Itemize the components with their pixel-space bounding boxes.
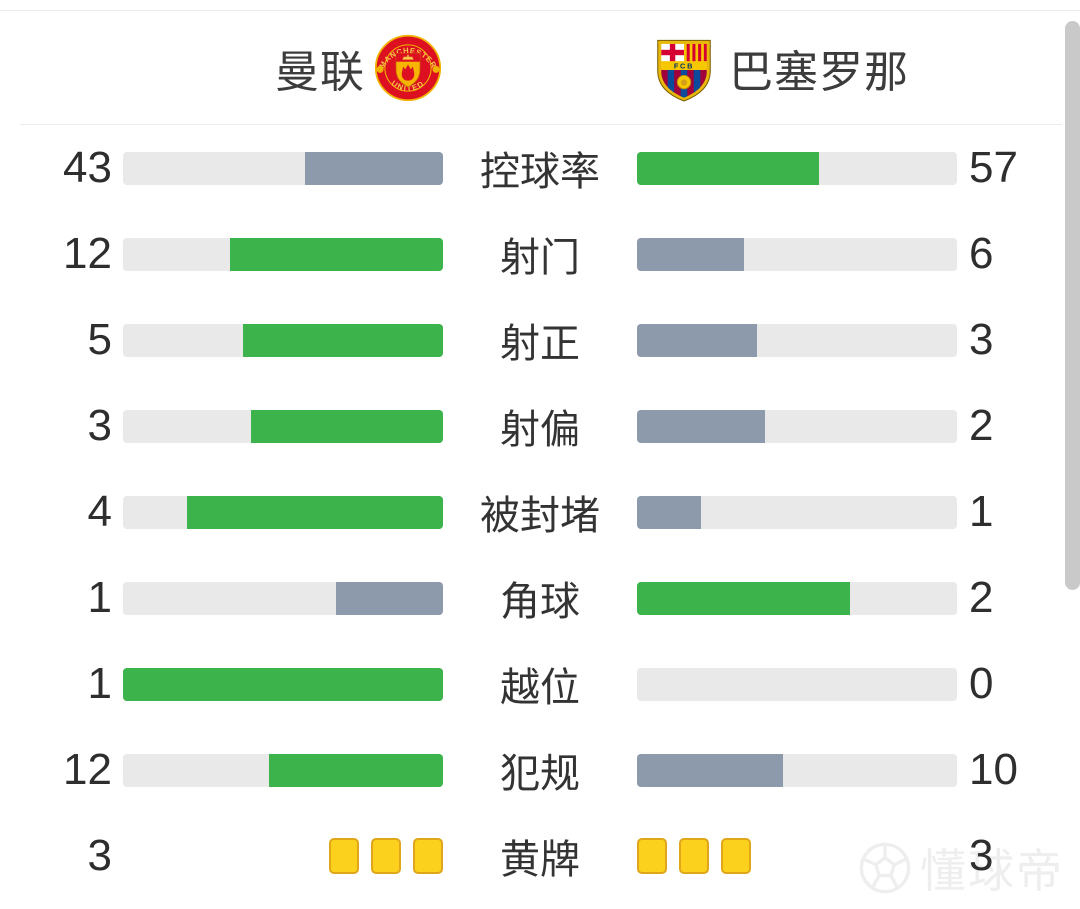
stat-row-possession: 43 控球率 57: [0, 125, 1080, 211]
stat-label: 越位: [500, 666, 580, 710]
home-value: 43: [63, 143, 112, 192]
away-value: 3: [969, 315, 994, 364]
home-bar: [123, 409, 443, 443]
stat-label: 被封堵: [480, 494, 600, 538]
manchester-united-crest-icon: MANCHESTER UNITED: [374, 34, 442, 101]
away-bar: [637, 495, 957, 529]
stat-label: 射偏: [500, 408, 580, 452]
home-value: 12: [63, 745, 112, 794]
away-value: 10: [969, 745, 1018, 794]
yellow-card-icon: [721, 838, 751, 874]
stat-row-shots-off-target: 3 射偏 2: [0, 383, 1080, 469]
away-value: 3: [969, 831, 994, 880]
away-yellow-cards: [637, 838, 957, 874]
stat-label: 射正: [500, 322, 580, 366]
header-divider: [20, 124, 1062, 125]
home-value: 1: [87, 659, 112, 708]
teams-header: 曼联 MANCHESTER UNITED: [0, 11, 1080, 124]
home-value: 5: [87, 315, 112, 364]
stat-label: 控球率: [480, 150, 600, 194]
away-bar: [637, 667, 957, 701]
home-team-header: 曼联 MANCHESTER UNITED: [0, 33, 443, 103]
stat-label: 射门: [500, 236, 580, 280]
home-value: 12: [63, 229, 112, 278]
stat-row-yellow-cards: 3 黄牌 3: [0, 813, 1080, 899]
yellow-card-icon: [371, 838, 401, 874]
home-value: 3: [87, 401, 112, 450]
away-bar: [637, 581, 957, 615]
home-value: 1: [87, 573, 112, 622]
home-bar: [123, 753, 443, 787]
away-value: 1: [969, 487, 994, 536]
away-bar: [637, 151, 957, 185]
away-team-name: 巴塞罗那: [729, 47, 909, 97]
away-value: 6: [969, 229, 994, 278]
home-bar: [123, 237, 443, 271]
away-bar: [637, 409, 957, 443]
stat-row-blocked: 4 被封堵 1: [0, 469, 1080, 555]
stat-row-shots: 12 射门 6: [0, 211, 1080, 297]
away-value: 2: [969, 573, 994, 622]
home-bar: [123, 667, 443, 701]
soccer-ball-icon: [859, 842, 911, 894]
yellow-card-icon: [637, 838, 667, 874]
home-team-name: 曼联: [275, 47, 365, 97]
home-bar: [123, 323, 443, 357]
fc-barcelona-crest-icon: FCB: [657, 39, 711, 102]
match-stats-panel: 曼联 MANCHESTER UNITED: [0, 10, 1080, 899]
stat-label: 角球: [500, 580, 580, 624]
watermark: 懂球帝: [858, 835, 1064, 901]
away-value: 57: [969, 143, 1018, 192]
away-bar: [637, 323, 957, 357]
away-team-header: FCB 巴塞罗那: [637, 33, 1080, 103]
home-bar: [123, 495, 443, 529]
yellow-card-icon: [329, 838, 359, 874]
home-bar: [123, 581, 443, 615]
watermark-text: 懂球帝: [920, 845, 1064, 897]
home-value: 3: [87, 831, 112, 880]
yellow-card-icon: [413, 838, 443, 874]
stat-row-corners: 1 角球 2: [0, 555, 1080, 641]
stat-row-shots-on-target: 5 射正 3: [0, 297, 1080, 383]
yellow-card-icon: [679, 838, 709, 874]
home-bar: [123, 151, 443, 185]
away-value: 0: [969, 659, 994, 708]
away-value: 2: [969, 401, 994, 450]
scrollbar-thumb[interactable]: [1065, 21, 1080, 590]
away-bar: [637, 753, 957, 787]
home-value: 4: [87, 487, 112, 536]
stat-label: 犯规: [500, 752, 580, 796]
away-bar: [637, 237, 957, 271]
stat-row-fouls: 12 犯规 10: [0, 727, 1080, 813]
stat-label: 黄牌: [500, 838, 580, 882]
stats-list: 43 控球率 57 12 射门 6 5 射正 3 3 射偏 2: [0, 125, 1080, 899]
stat-row-offsides: 1 越位 0: [0, 641, 1080, 727]
crest-text-fcb: FCB: [674, 61, 694, 70]
home-yellow-cards: [123, 838, 443, 874]
